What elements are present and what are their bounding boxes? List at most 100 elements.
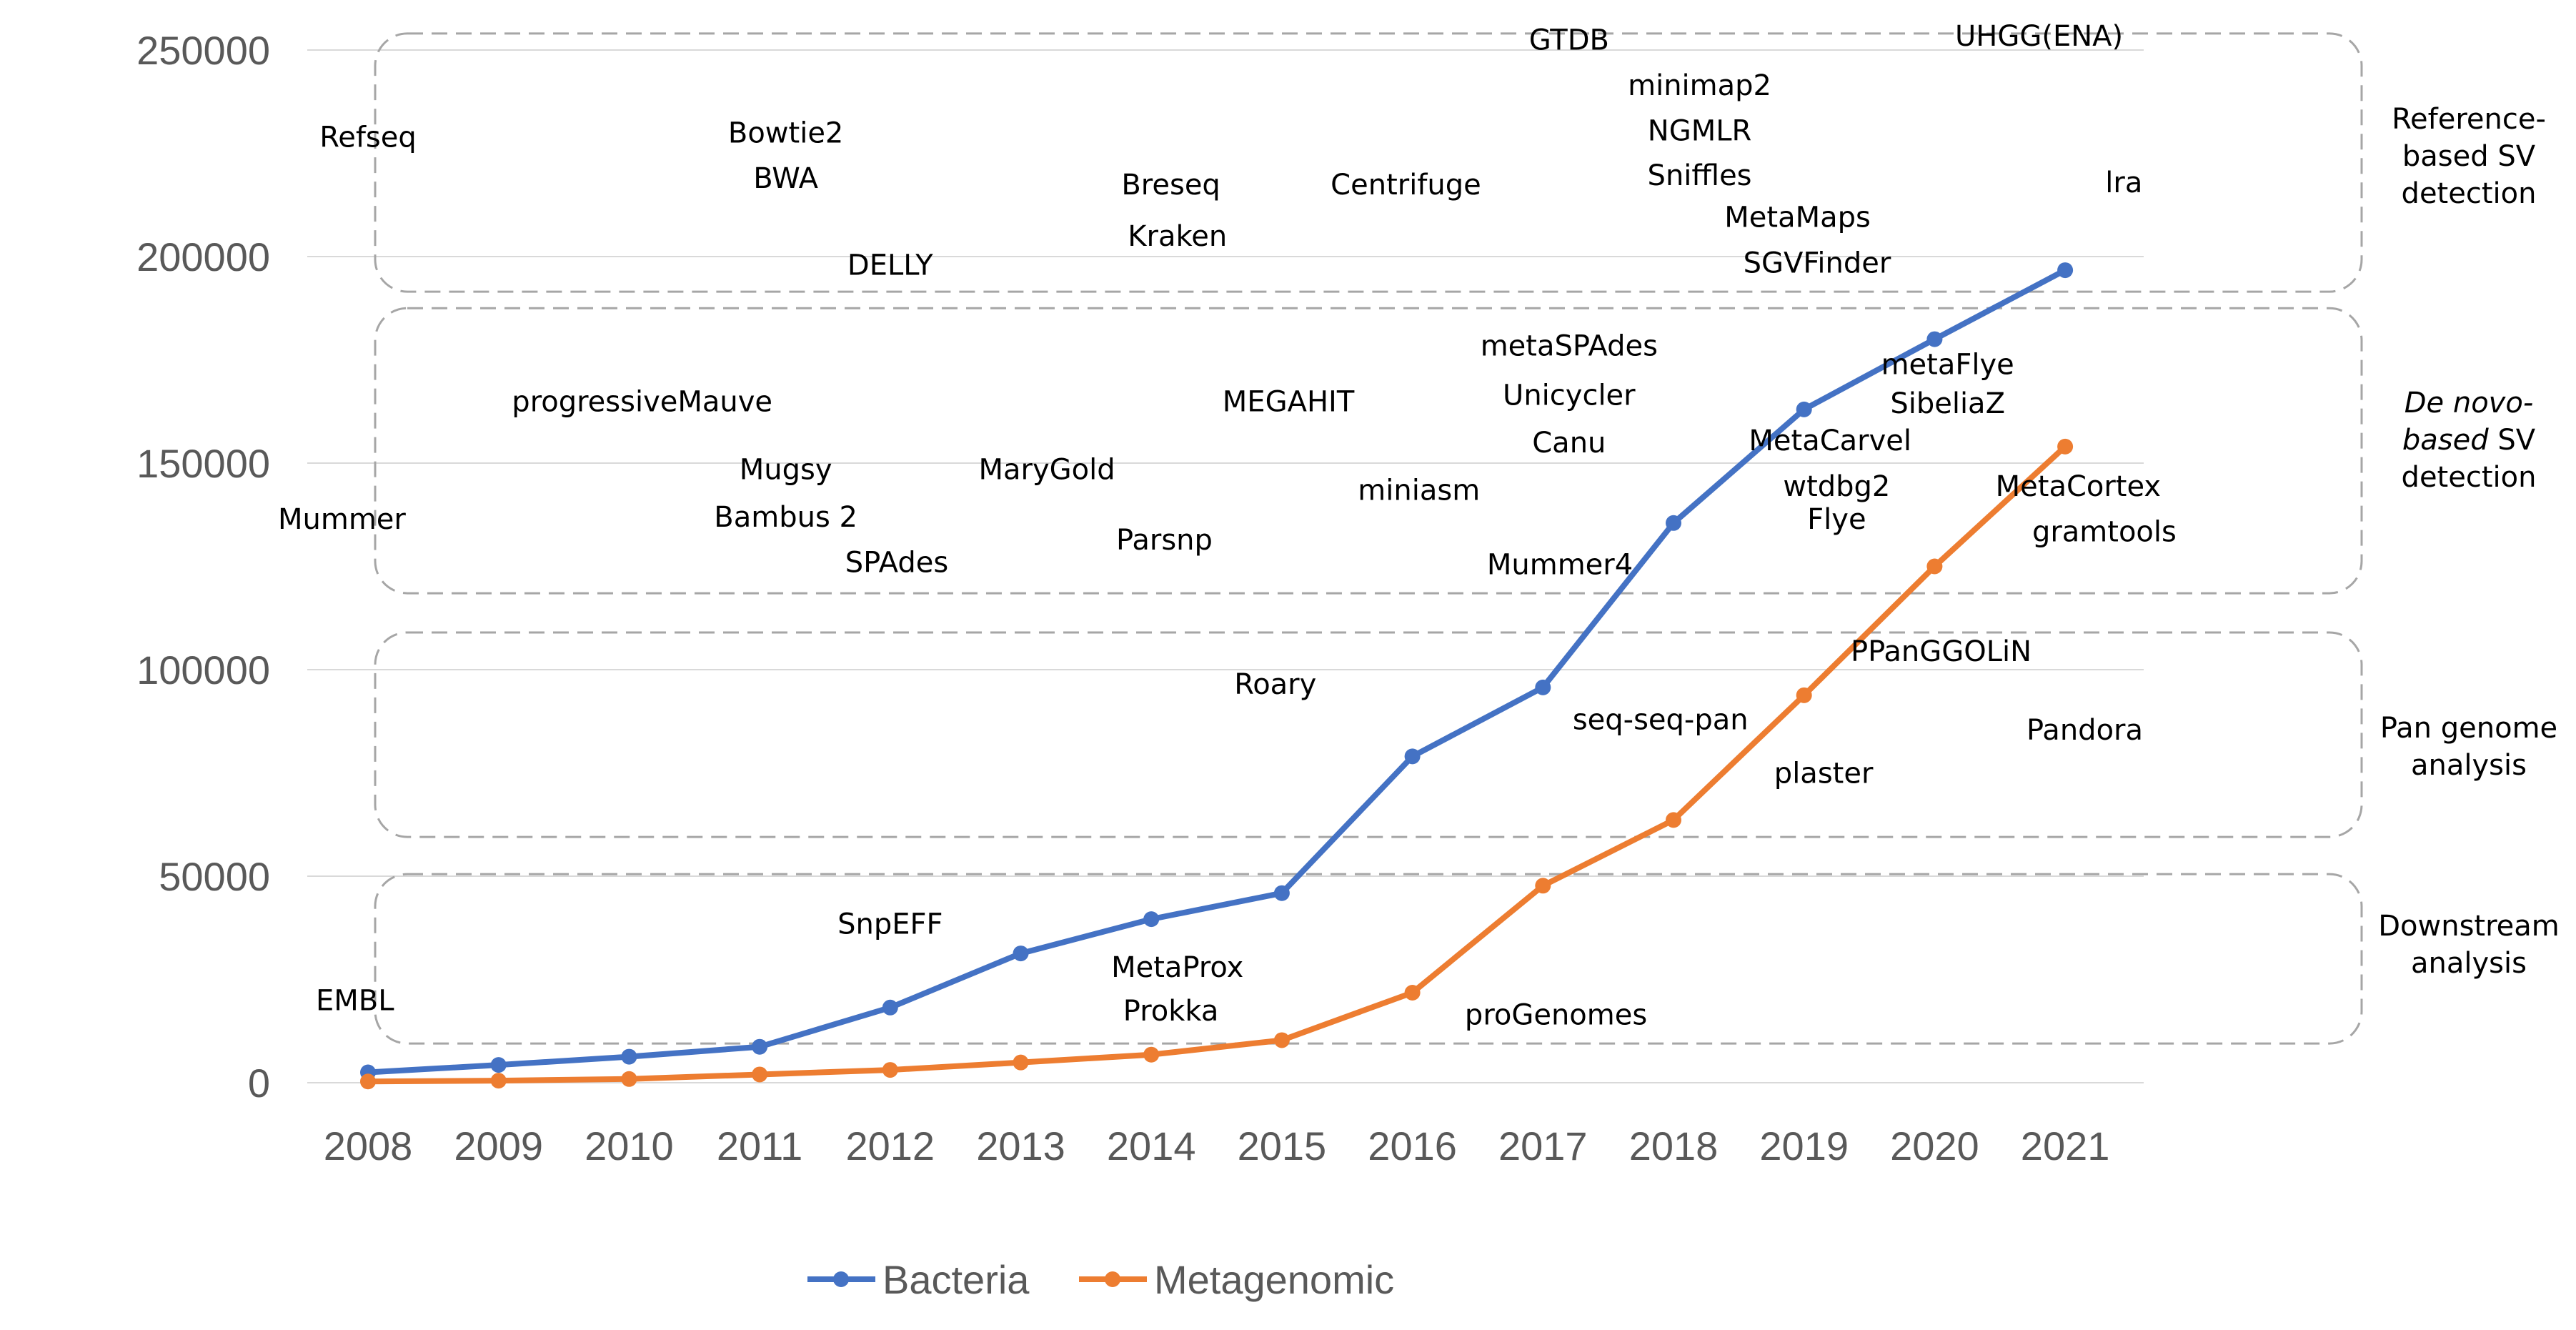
group-label-line: analysis [2411, 749, 2527, 782]
tool-annotation: gramtools [2032, 515, 2177, 548]
x-tick-label: 2008 [324, 1123, 413, 1168]
x-tick-label: 2018 [1629, 1123, 1719, 1168]
x-tick-label: 2011 [717, 1123, 802, 1168]
gridlines [307, 49, 2144, 1083]
group-label-line: detection [2402, 461, 2537, 494]
data-point [1796, 401, 1812, 417]
tool-annotation: Kraken [1128, 220, 1227, 253]
y-axis-ticks: 0 50000 100000 150000 200000 250000 [136, 28, 270, 1106]
tool-annotation: BWA [753, 162, 818, 195]
data-point [2057, 438, 2074, 455]
tool-annotation: SnpEFF [837, 908, 943, 941]
group-label-line: analysis [2411, 947, 2527, 980]
data-point [1926, 558, 1943, 575]
data-point [1926, 331, 1943, 347]
x-tick-label: 2016 [1368, 1123, 1457, 1168]
group-label-line: Pan genome [2380, 712, 2557, 745]
tool-annotation: Breseq [1121, 169, 1220, 202]
y-tick-label: 50000 [159, 854, 270, 899]
tool-annotation: Refseq [319, 121, 417, 154]
group-label-line: Downstream [2378, 910, 2560, 943]
x-tick-label: 2021 [2021, 1123, 2110, 1168]
y-tick-label: 250000 [136, 28, 270, 73]
tool-annotation: lra [2105, 167, 2142, 199]
data-point [621, 1071, 637, 1087]
tool-annotation: Roary [1234, 668, 1316, 701]
data-point [882, 999, 898, 1016]
tool-annotation: Bowtie2 [728, 117, 843, 150]
legend: Bacteria Metagenomic [807, 1257, 1394, 1302]
data-point [1535, 679, 1551, 695]
tool-annotation: Flye [1807, 503, 1866, 536]
tool-annotation: Unicycler [1503, 379, 1636, 412]
tool-annotation: miniasm [1358, 475, 1480, 507]
tool-annotation: MEGAHIT [1223, 385, 1355, 418]
y-tick-label: 100000 [136, 647, 270, 693]
group-label-line: detection [2402, 177, 2537, 210]
group-box [374, 307, 2363, 595]
tool-annotation: Pandora [2027, 714, 2143, 747]
tool-annotation: SGVFinder [1744, 247, 1891, 280]
x-tick-label: 2010 [585, 1123, 674, 1168]
legend-swatch-marker [1105, 1271, 1120, 1287]
group-labels: Reference-based SV detection De novo-based… [2378, 103, 2560, 980]
data-point [1143, 1046, 1160, 1063]
series-line-metagenomic [365, 443, 2069, 1085]
group-box [374, 631, 2363, 838]
tool-annotation: MetaMaps [1724, 202, 1871, 234]
data-point [1796, 687, 1812, 703]
data-point [882, 1062, 898, 1078]
group-label-line: De novo- [2405, 387, 2534, 420]
series-line-bacteria [365, 267, 2069, 1076]
x-tick-label: 2019 [1759, 1123, 1849, 1168]
data-point [1404, 984, 1421, 1001]
legend-swatch-marker [833, 1271, 849, 1287]
data-point [1013, 946, 1029, 962]
tool-annotation: Parsnp [1116, 524, 1213, 557]
x-tick-label: 2012 [846, 1123, 935, 1168]
y-tick-label: 150000 [136, 441, 270, 486]
tool-annotations: Refseq Bowtie2 BWA DELLY Breseq Kraken Centrif… [278, 20, 2177, 1032]
tool-annotation: wtdbg2 [1783, 470, 1890, 503]
tool-annotation: Mummer4 [1487, 549, 1633, 582]
y-tick-label: 0 [248, 1061, 270, 1106]
tool-annotation: SPAdes [845, 547, 948, 580]
tool-annotation: DELLY [847, 249, 933, 282]
data-point [1666, 515, 1681, 531]
tool-annotation: SibeliaZ [1890, 387, 2005, 420]
data-point [1013, 1054, 1029, 1071]
tool-annotation: MetaProx [1111, 951, 1243, 984]
x-tick-label: 2013 [976, 1123, 1065, 1168]
tool-annotation: Prokka [1123, 995, 1219, 1028]
x-tick-label: 2009 [454, 1123, 543, 1168]
tool-annotation: UHGG(ENA) [1955, 20, 2123, 53]
tool-annotation: seq-seq-pan [1573, 703, 1749, 736]
tool-annotation: minimap2 [1628, 69, 1771, 102]
tool-annotation: NGMLR [1648, 115, 1752, 148]
data-point [621, 1048, 637, 1065]
data-point [1143, 911, 1160, 928]
tool-annotation: Sniffles [1648, 159, 1752, 192]
data-point [360, 1073, 376, 1090]
data-point [1273, 885, 1290, 901]
x-tick-label: 2014 [1107, 1123, 1196, 1168]
data-point [2057, 262, 2074, 279]
tool-annotation: Mummer [278, 503, 406, 536]
group-box [374, 32, 2363, 293]
tool-annotation: MetaCarvel [1749, 425, 1911, 457]
tool-annotation: MetaCortex [1996, 470, 2161, 503]
tool-annotation: Canu [1532, 427, 1606, 460]
group-label-line: based SV [2402, 424, 2536, 457]
tool-annotation: Bambus 2 [714, 501, 857, 534]
data-point [1535, 878, 1551, 894]
tool-annotation: Centrifuge [1331, 169, 1481, 202]
group-label-line: based SV [2402, 140, 2536, 173]
tool-annotation: metaFlye [1881, 348, 2014, 381]
tool-annotation: PPanGGOLiN [1851, 635, 2032, 668]
legend-label: Bacteria [882, 1257, 1030, 1302]
group-label-line: Reference- [2392, 103, 2546, 136]
tool-annotation: plaster [1774, 758, 1874, 790]
group-boxes [374, 32, 2363, 1045]
